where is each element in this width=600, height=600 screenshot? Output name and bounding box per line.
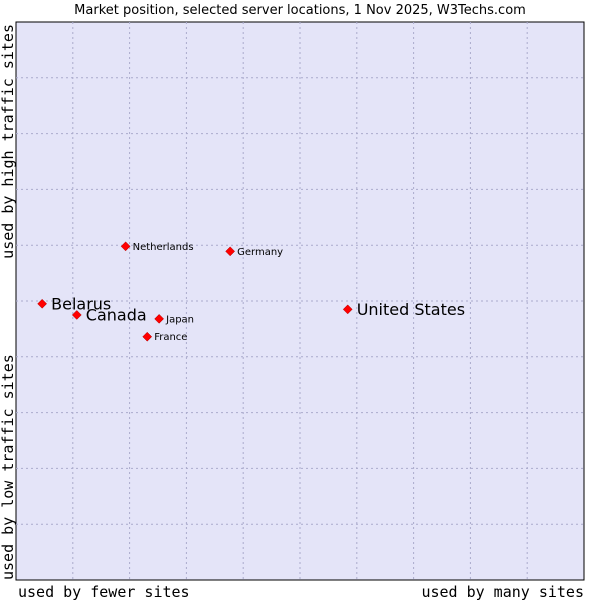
y-axis-label-bottom: used by low traffic sites bbox=[0, 354, 17, 580]
point-label: Japan bbox=[165, 314, 194, 325]
point-marker bbox=[142, 331, 153, 342]
point-marker bbox=[154, 314, 164, 324]
point-marker bbox=[225, 246, 235, 257]
point-france: France bbox=[142, 331, 187, 343]
point-germany: Germany bbox=[225, 246, 283, 258]
point-japan: Japan bbox=[154, 314, 194, 325]
chart-title: Market position, selected server locatio… bbox=[74, 3, 526, 18]
point-marker bbox=[37, 298, 47, 309]
point-label: Belarus bbox=[51, 294, 111, 313]
point-netherlands: Netherlands bbox=[120, 241, 194, 253]
point-label: France bbox=[154, 332, 187, 343]
point-marker bbox=[71, 310, 82, 320]
point-marker bbox=[342, 304, 353, 315]
point-label: Germany bbox=[237, 247, 283, 258]
point-marker bbox=[120, 241, 131, 252]
point-label: Canada bbox=[86, 305, 147, 324]
point-united-states: United States bbox=[342, 300, 465, 319]
y-axis-label-top: used by high traffic sites bbox=[0, 24, 17, 259]
point-canada: Canada bbox=[71, 305, 147, 324]
x-axis-label-right: used by many sites bbox=[421, 583, 584, 600]
grid bbox=[16, 22, 584, 580]
point-belarus: Belarus bbox=[37, 294, 111, 313]
x-axis-label-left: used by fewer sites bbox=[18, 583, 190, 600]
point-label: Netherlands bbox=[133, 242, 194, 253]
point-label: United States bbox=[357, 300, 465, 319]
